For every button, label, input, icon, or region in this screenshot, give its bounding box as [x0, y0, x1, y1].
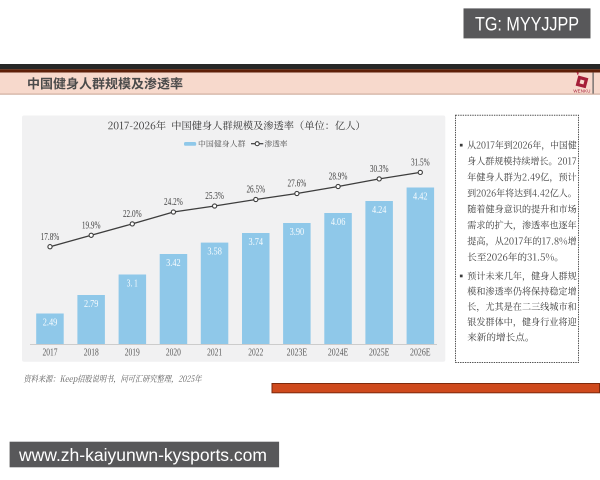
- svg-text:24.2%: 24.2%: [164, 196, 183, 208]
- svg-text:3.58: 3.58: [207, 247, 222, 258]
- svg-text:30.3%: 30.3%: [370, 163, 389, 175]
- svg-text:TG: MYYJJPP: TG: MYYJJPP: [475, 14, 579, 36]
- svg-text:2019: 2019: [125, 346, 140, 358]
- svg-text:26.5%: 26.5%: [246, 184, 265, 196]
- svg-text:2020: 2020: [166, 346, 181, 358]
- svg-text:2017: 2017: [43, 346, 58, 358]
- svg-text:4.06: 4.06: [331, 217, 346, 228]
- svg-text:31.5%: 31.5%: [411, 157, 430, 169]
- svg-text:www.zh-kaiyunwn-kysports.com: www.zh-kaiyunwn-kysports.com: [18, 445, 267, 465]
- svg-text:2025E: 2025E: [369, 346, 390, 358]
- svg-text:3.42: 3.42: [166, 258, 181, 269]
- svg-text:3.90: 3.90: [290, 227, 305, 238]
- svg-text:2021: 2021: [207, 346, 222, 358]
- svg-text:19.9%: 19.9%: [82, 220, 101, 232]
- svg-text:22.0%: 22.0%: [123, 208, 142, 220]
- svg-text:4.24: 4.24: [372, 205, 387, 216]
- svg-text:3.74: 3.74: [249, 237, 264, 248]
- svg-text:2.79: 2.79: [84, 299, 99, 310]
- svg-text:2022: 2022: [248, 346, 263, 358]
- svg-text:17.8%: 17.8%: [41, 231, 60, 243]
- svg-text:25.3%: 25.3%: [205, 190, 224, 202]
- svg-text:4.42: 4.42: [413, 192, 428, 203]
- svg-text:2026E: 2026E: [410, 346, 431, 358]
- svg-text:2023E: 2023E: [287, 346, 308, 358]
- svg-text:3. 1: 3. 1: [127, 279, 138, 290]
- svg-text:2018: 2018: [84, 346, 99, 358]
- svg-text:WENKU: WENKU: [573, 88, 590, 93]
- svg-text:28.9%: 28.9%: [329, 171, 348, 183]
- svg-text:27.6%: 27.6%: [288, 178, 307, 190]
- svg-text:2024E: 2024E: [328, 346, 349, 358]
- svg-text:2.49: 2.49: [43, 318, 58, 329]
